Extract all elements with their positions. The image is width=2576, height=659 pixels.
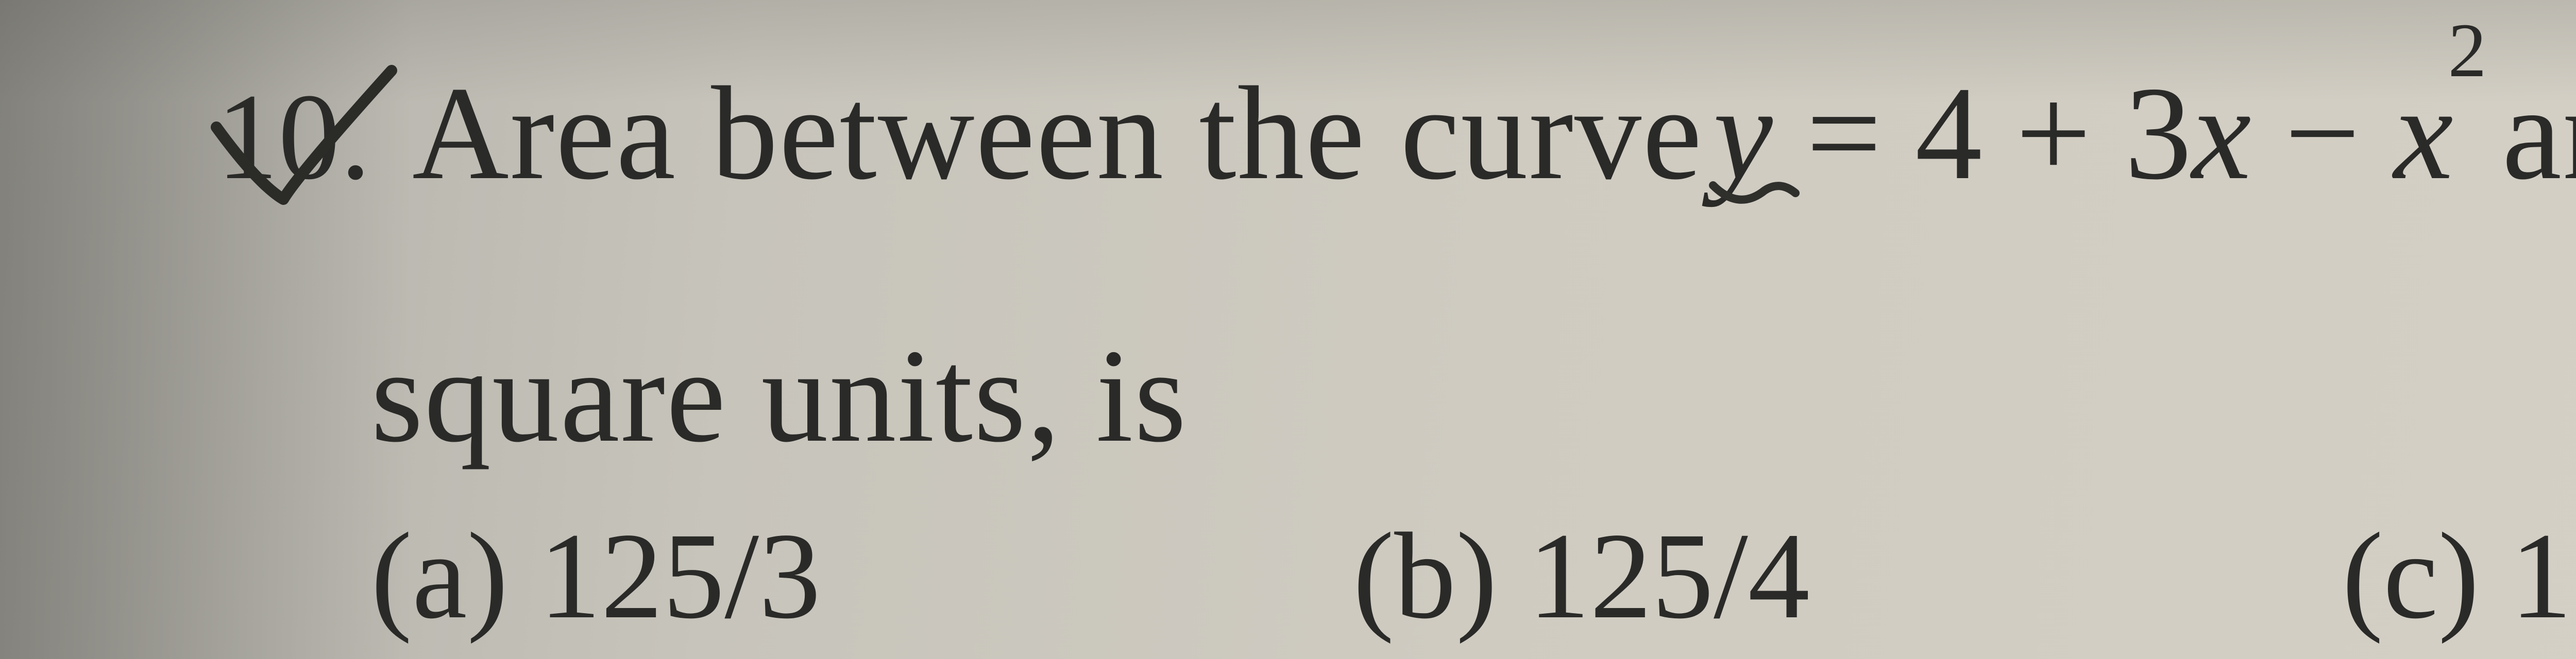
option-c-value: 125/6 (2510, 507, 2576, 644)
rhs-term-1: + (2015, 59, 2091, 207)
rhs-term-3: x (2192, 59, 2251, 207)
option-b-label: (b) (1353, 507, 1497, 644)
option-a-value: 125/3 (539, 507, 821, 644)
equation: y = 4 + 3x − x2 (1713, 57, 2492, 211)
option-b: (b) 125/4 (1353, 505, 1810, 647)
question-number: 10. (216, 68, 371, 205)
rhs-term-4: − (2284, 59, 2360, 207)
question-line-2: square units, is (371, 319, 1188, 473)
exam-question-scan: 10. Area between the curve y = 4 + 3x − … (0, 0, 2576, 659)
tail-pre: and (2502, 59, 2576, 207)
equals-sign: = (1806, 59, 1882, 207)
equation-lhs-var: y (1713, 59, 1772, 207)
option-a-label: (a) (371, 507, 508, 644)
option-c: (c) 125/6 (2342, 505, 2576, 647)
rhs-term-0: 4 (1915, 59, 1982, 207)
option-a: (a) 125/3 (371, 505, 821, 647)
rhs-term-5: x (2394, 59, 2453, 207)
options-row: (a) 125/3 (b) 125/4 (c) 125/6 (d) 25 (371, 505, 2576, 647)
question-line-1: 10. Area between the curve y = 4 + 3x − … (216, 57, 2576, 211)
option-c-label: (c) (2342, 507, 2479, 644)
rhs-term-2: 3 (2125, 59, 2192, 207)
option-b-value: 125/4 (1528, 507, 1810, 644)
exponent: 2 (2448, 8, 2487, 93)
question-text-part1: Area between the curve (412, 57, 1703, 211)
question-number-wrap: 10. (216, 65, 371, 207)
question-text-tail: and x-axis in (2502, 57, 2576, 211)
